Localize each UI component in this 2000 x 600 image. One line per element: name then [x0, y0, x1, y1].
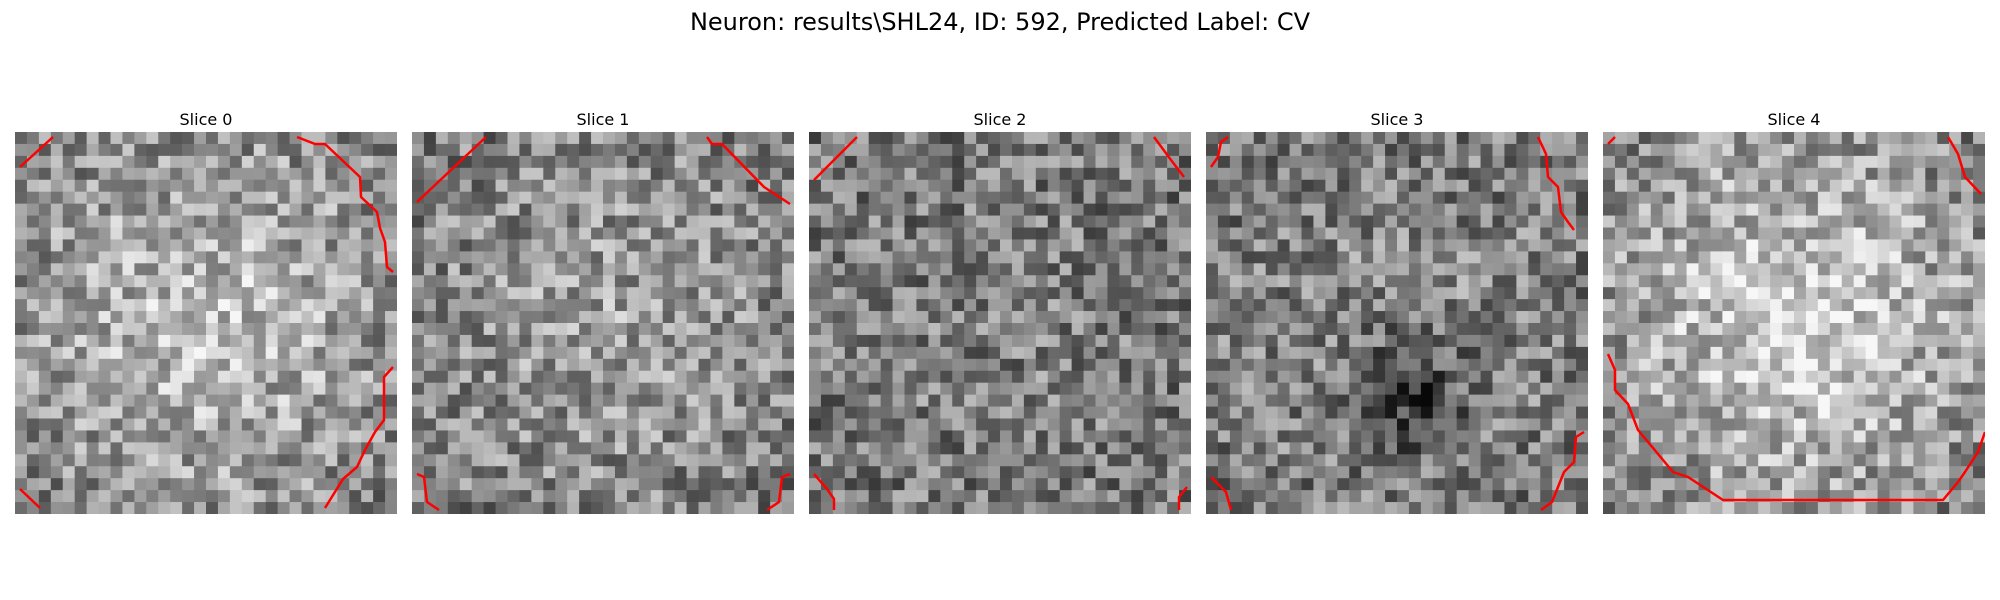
slice-panel-0: Slice 0 — [15, 108, 397, 514]
slice-title: Slice 2 — [809, 108, 1191, 132]
slice-panel-4: Slice 4 — [1603, 108, 1985, 514]
slice-title: Slice 0 — [15, 108, 397, 132]
slice-panel-1: Slice 1 — [412, 108, 794, 514]
figure-title: Neuron: results\SHL24, ID: 592, Predicte… — [0, 8, 2000, 36]
slice-panel-2: Slice 2 — [809, 108, 1191, 514]
slice-title: Slice 4 — [1603, 108, 1985, 132]
slice-image — [412, 132, 794, 514]
slice-title: Slice 1 — [412, 108, 794, 132]
slice-title: Slice 3 — [1206, 108, 1588, 132]
slice-panel-3: Slice 3 — [1206, 108, 1588, 514]
slice-image — [809, 132, 1191, 514]
slice-image — [1603, 132, 1985, 514]
slice-image — [1206, 132, 1588, 514]
slice-image — [15, 132, 397, 514]
